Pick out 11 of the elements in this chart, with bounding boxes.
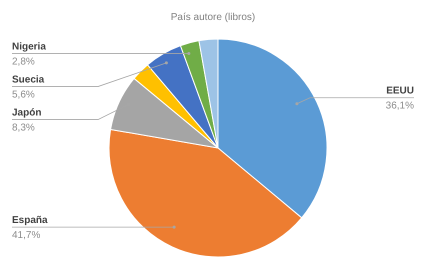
- data-label: 8,3%: [12, 122, 35, 134]
- slice-label: España: [12, 215, 48, 226]
- chart-title: País autore (libros): [170, 12, 256, 23]
- data-label: 5,6%: [12, 90, 35, 101]
- slice-label: Japón: [12, 108, 42, 119]
- data-label: 2,8%: [12, 56, 35, 68]
- data-label: 41,7%: [12, 230, 40, 242]
- slice-label: Nigeria: [12, 42, 46, 53]
- data-label: 36,1%: [386, 100, 414, 112]
- slice-label: EEUU: [386, 86, 414, 97]
- slice-label: Suecia: [12, 74, 45, 86]
